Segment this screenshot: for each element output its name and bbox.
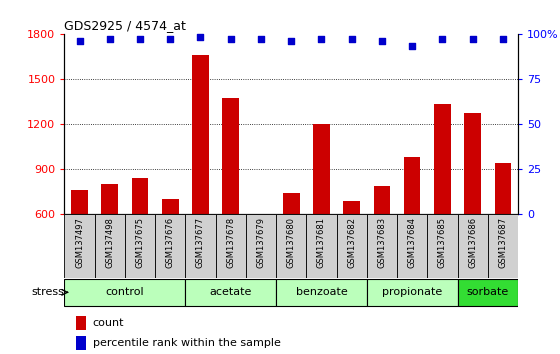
- Bar: [101, 184, 118, 214]
- Bar: [192, 55, 209, 214]
- Point: [166, 36, 175, 42]
- Text: GSM137687: GSM137687: [498, 217, 507, 268]
- Text: GSM137498: GSM137498: [105, 217, 114, 268]
- Bar: [494, 163, 511, 214]
- Bar: [185, 279, 276, 307]
- Bar: [458, 279, 518, 307]
- Bar: [125, 214, 155, 278]
- Point: [105, 36, 114, 42]
- Bar: [464, 113, 481, 214]
- Text: GSM137676: GSM137676: [166, 217, 175, 268]
- Text: GSM137675: GSM137675: [136, 217, 144, 268]
- Bar: [367, 214, 397, 278]
- Bar: [458, 214, 488, 278]
- Text: stress: stress: [32, 287, 65, 297]
- Text: GSM137679: GSM137679: [256, 217, 265, 268]
- Bar: [132, 178, 148, 214]
- Bar: [427, 214, 458, 278]
- Text: GSM137678: GSM137678: [226, 217, 235, 268]
- Point: [498, 36, 507, 42]
- Bar: [64, 214, 95, 278]
- Point: [256, 36, 265, 42]
- Text: GSM137686: GSM137686: [468, 217, 477, 268]
- Text: percentile rank within the sample: percentile rank within the sample: [92, 338, 281, 348]
- Text: control: control: [106, 287, 144, 297]
- Bar: [306, 214, 337, 278]
- Text: acetate: acetate: [209, 287, 252, 297]
- Bar: [71, 190, 88, 214]
- Point: [317, 36, 326, 42]
- Bar: [95, 214, 125, 278]
- Bar: [313, 124, 330, 214]
- Text: GSM137684: GSM137684: [408, 217, 417, 268]
- Text: GSM137680: GSM137680: [287, 217, 296, 268]
- Bar: [397, 214, 427, 278]
- Point: [347, 36, 356, 42]
- Bar: [76, 336, 86, 350]
- Point: [438, 36, 447, 42]
- Bar: [374, 185, 390, 214]
- Text: GSM137677: GSM137677: [196, 217, 205, 268]
- Bar: [276, 279, 367, 307]
- Text: count: count: [92, 318, 124, 328]
- Bar: [283, 193, 300, 214]
- Text: GSM137685: GSM137685: [438, 217, 447, 268]
- Text: benzoate: benzoate: [296, 287, 347, 297]
- Text: propionate: propionate: [382, 287, 442, 297]
- Text: sorbate: sorbate: [466, 287, 509, 297]
- Text: GSM137682: GSM137682: [347, 217, 356, 268]
- Bar: [185, 214, 216, 278]
- Point: [75, 38, 84, 44]
- Bar: [162, 199, 179, 214]
- Bar: [64, 279, 185, 307]
- Bar: [276, 214, 306, 278]
- Bar: [216, 214, 246, 278]
- Text: GDS2925 / 4574_at: GDS2925 / 4574_at: [64, 19, 186, 33]
- Text: GSM137497: GSM137497: [75, 217, 84, 268]
- Bar: [404, 157, 421, 214]
- Bar: [367, 279, 458, 307]
- Bar: [76, 316, 86, 330]
- Point: [408, 44, 417, 49]
- Point: [196, 34, 205, 40]
- Bar: [155, 214, 185, 278]
- Bar: [434, 104, 451, 214]
- Bar: [343, 201, 360, 214]
- Point: [136, 36, 144, 42]
- Point: [377, 38, 386, 44]
- Bar: [222, 98, 239, 214]
- Text: GSM137681: GSM137681: [317, 217, 326, 268]
- Point: [226, 36, 235, 42]
- Bar: [337, 214, 367, 278]
- Text: GSM137683: GSM137683: [377, 217, 386, 268]
- Point: [287, 38, 296, 44]
- Point: [468, 36, 477, 42]
- Bar: [488, 214, 518, 278]
- Bar: [246, 214, 276, 278]
- Bar: [253, 214, 269, 217]
